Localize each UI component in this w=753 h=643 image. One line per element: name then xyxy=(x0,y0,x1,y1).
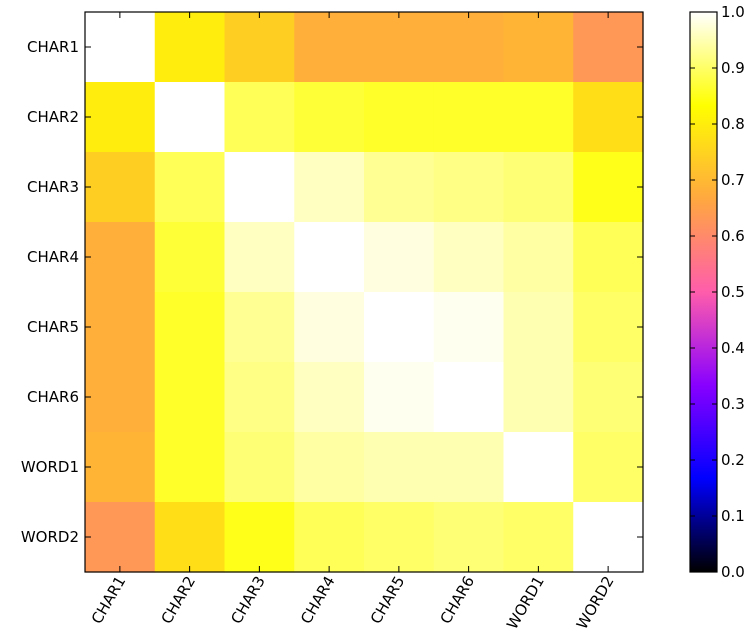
colorbar-tick-label: 0.8 xyxy=(721,115,745,133)
colorbar-tick-label: 1.0 xyxy=(721,3,745,21)
heatmap-cell-WORD1-CHAR4 xyxy=(294,432,365,503)
heatmap-cell-CHAR6-CHAR1 xyxy=(85,362,156,433)
heatmap-cell-WORD2-CHAR3 xyxy=(224,502,295,573)
heatmap-cell-CHAR3-WORD2 xyxy=(573,152,644,223)
colorbar-tick-label: 0.1 xyxy=(721,507,745,525)
heatmap-cell-CHAR1-CHAR4 xyxy=(294,12,365,83)
heatmap-cell-CHAR5-WORD2 xyxy=(573,292,644,363)
heatmap-cell-CHAR1-CHAR5 xyxy=(364,12,435,83)
heatmap-cell-CHAR6-CHAR5 xyxy=(364,362,435,433)
x-tick-label: CHAR3 xyxy=(227,573,269,627)
heatmap-cell-CHAR1-CHAR1 xyxy=(85,12,156,83)
heatmap-cell-WORD1-WORD2 xyxy=(573,432,644,503)
heatmap-cell-WORD1-CHAR2 xyxy=(154,432,226,503)
x-tick-label: CHAR1 xyxy=(88,573,130,627)
heatmap-cell-CHAR1-WORD2 xyxy=(573,12,644,83)
heatmap-cell-CHAR4-CHAR2 xyxy=(154,222,226,293)
heatmap-cell-CHAR4-CHAR4 xyxy=(294,222,365,293)
heatmap-cell-WORD2-CHAR6 xyxy=(433,502,505,573)
heatmap-cell-CHAR4-CHAR3 xyxy=(224,222,295,293)
heatmap-cell-CHAR5-CHAR3 xyxy=(224,292,295,363)
colorbar-tick-label: 0.3 xyxy=(721,395,745,413)
heatmap-cell-WORD1-CHAR1 xyxy=(85,432,156,503)
heatmap-cell-CHAR4-WORD2 xyxy=(573,222,644,293)
x-tick-label: WORD2 xyxy=(573,573,618,632)
x-tick-label: CHAR4 xyxy=(297,573,339,627)
heatmap-cell-WORD2-WORD1 xyxy=(503,502,574,573)
heatmap-cell-WORD2-WORD2 xyxy=(573,502,644,573)
heatmap-cell-CHAR6-CHAR3 xyxy=(224,362,295,433)
x-tick-label: WORD1 xyxy=(503,573,548,632)
heatmap-cell-CHAR2-CHAR5 xyxy=(364,82,435,153)
y-tick-label: CHAR2 xyxy=(27,108,79,126)
y-tick-label: CHAR4 xyxy=(27,248,79,266)
heatmap-cell-WORD2-CHAR4 xyxy=(294,502,365,573)
y-tick-label: CHAR6 xyxy=(27,388,79,406)
heatmap-cell-CHAR4-CHAR1 xyxy=(85,222,156,293)
heatmap-cell-WORD1-CHAR6 xyxy=(433,432,505,503)
colorbar-tick-label: 0.5 xyxy=(721,283,745,301)
heatmap-cell-CHAR5-CHAR5 xyxy=(364,292,435,363)
heatmap-cell-CHAR5-CHAR4 xyxy=(294,292,365,363)
heatmap-cell-CHAR1-CHAR3 xyxy=(224,12,295,83)
x-tick-label: CHAR2 xyxy=(158,573,200,627)
x-tick-label: CHAR6 xyxy=(437,573,479,627)
y-tick-label: WORD1 xyxy=(21,458,79,476)
heatmap-cell-CHAR6-WORD2 xyxy=(573,362,644,433)
heatmap-cell-CHAR3-CHAR6 xyxy=(433,152,505,223)
heatmap-cell-CHAR1-CHAR2 xyxy=(154,12,226,83)
heatmap-cell-CHAR6-CHAR4 xyxy=(294,362,365,433)
heatmap-cell-CHAR3-WORD1 xyxy=(503,152,574,223)
heatmap-cell-WORD2-CHAR1 xyxy=(85,502,156,573)
heatmap-cell-CHAR3-CHAR4 xyxy=(294,152,365,223)
heatmap-cell-CHAR5-WORD1 xyxy=(503,292,574,363)
heatmap-cell-CHAR1-CHAR6 xyxy=(433,12,505,83)
heatmap-cell-CHAR6-WORD1 xyxy=(503,362,574,433)
heatmap-cell-CHAR3-CHAR2 xyxy=(154,152,226,223)
y-tick-label: CHAR1 xyxy=(27,38,79,56)
colorbar-axis: 0.0 0.1 0.2 0.3 0.4 0.5 0.6 0.7 0.8 0.9 1.0 xyxy=(690,3,745,581)
y-tick-label: WORD2 xyxy=(21,528,79,546)
colorbar-tick-label: 0.6 xyxy=(721,227,745,245)
colorbar-tick-label: 0.7 xyxy=(721,171,745,189)
heatmap-cell-CHAR4-CHAR5 xyxy=(364,222,435,293)
heatmap-cell-WORD2-CHAR2 xyxy=(154,502,226,573)
colorbar-tick-label: 0.9 xyxy=(721,59,745,77)
heatmap-cell-CHAR2-WORD1 xyxy=(503,82,574,153)
heatmap-cell-CHAR5-CHAR1 xyxy=(85,292,156,363)
heatmap-cell-WORD1-WORD1 xyxy=(503,432,574,503)
heatmap-cell-CHAR3-CHAR3 xyxy=(224,152,295,223)
x-tick-label: CHAR5 xyxy=(367,573,409,627)
y-tick-label: CHAR5 xyxy=(27,318,79,336)
heatmap-cell-CHAR4-WORD1 xyxy=(503,222,574,293)
y-axis: CHAR1 CHAR2 CHAR3 CHAR4 CHAR5 CHAR6 WORD1 WORD2 xyxy=(21,38,643,546)
heatmap-cell-CHAR1-WORD1 xyxy=(503,12,574,83)
heatmap-cell-CHAR3-CHAR5 xyxy=(364,152,435,223)
plot-frame xyxy=(84,11,644,573)
heatmap-cell-WORD2-CHAR5 xyxy=(364,502,435,573)
colorbar-tick-label: 0.0 xyxy=(721,563,745,581)
heatmap-cell-WORD1-CHAR5 xyxy=(364,432,435,503)
heatmap-cell-WORD1-CHAR3 xyxy=(224,432,295,503)
heatmap-cell-CHAR6-CHAR2 xyxy=(154,362,226,433)
heatmap-cells xyxy=(85,12,644,573)
heatmap-cell-CHAR4-CHAR6 xyxy=(433,222,505,293)
heatmap-cell-CHAR2-CHAR3 xyxy=(224,82,295,153)
heatmap-cell-CHAR2-CHAR6 xyxy=(433,82,505,153)
heatmap-cell-CHAR6-CHAR6 xyxy=(433,362,505,433)
heatmap-cell-CHAR2-CHAR2 xyxy=(154,82,226,153)
y-tick-label: CHAR3 xyxy=(27,178,79,196)
heatmap-cell-CHAR5-CHAR6 xyxy=(433,292,505,363)
heatmap-cell-CHAR2-WORD2 xyxy=(573,82,644,153)
heatmap-cell-CHAR2-CHAR4 xyxy=(294,82,365,153)
heatmap-cell-CHAR5-CHAR2 xyxy=(154,292,226,363)
colorbar-tick-label: 0.2 xyxy=(721,451,745,469)
heatmap-cell-CHAR2-CHAR1 xyxy=(85,82,156,153)
heatmap-cell-CHAR3-CHAR1 xyxy=(85,152,156,223)
colorbar-tick-label: 0.4 xyxy=(721,339,745,357)
